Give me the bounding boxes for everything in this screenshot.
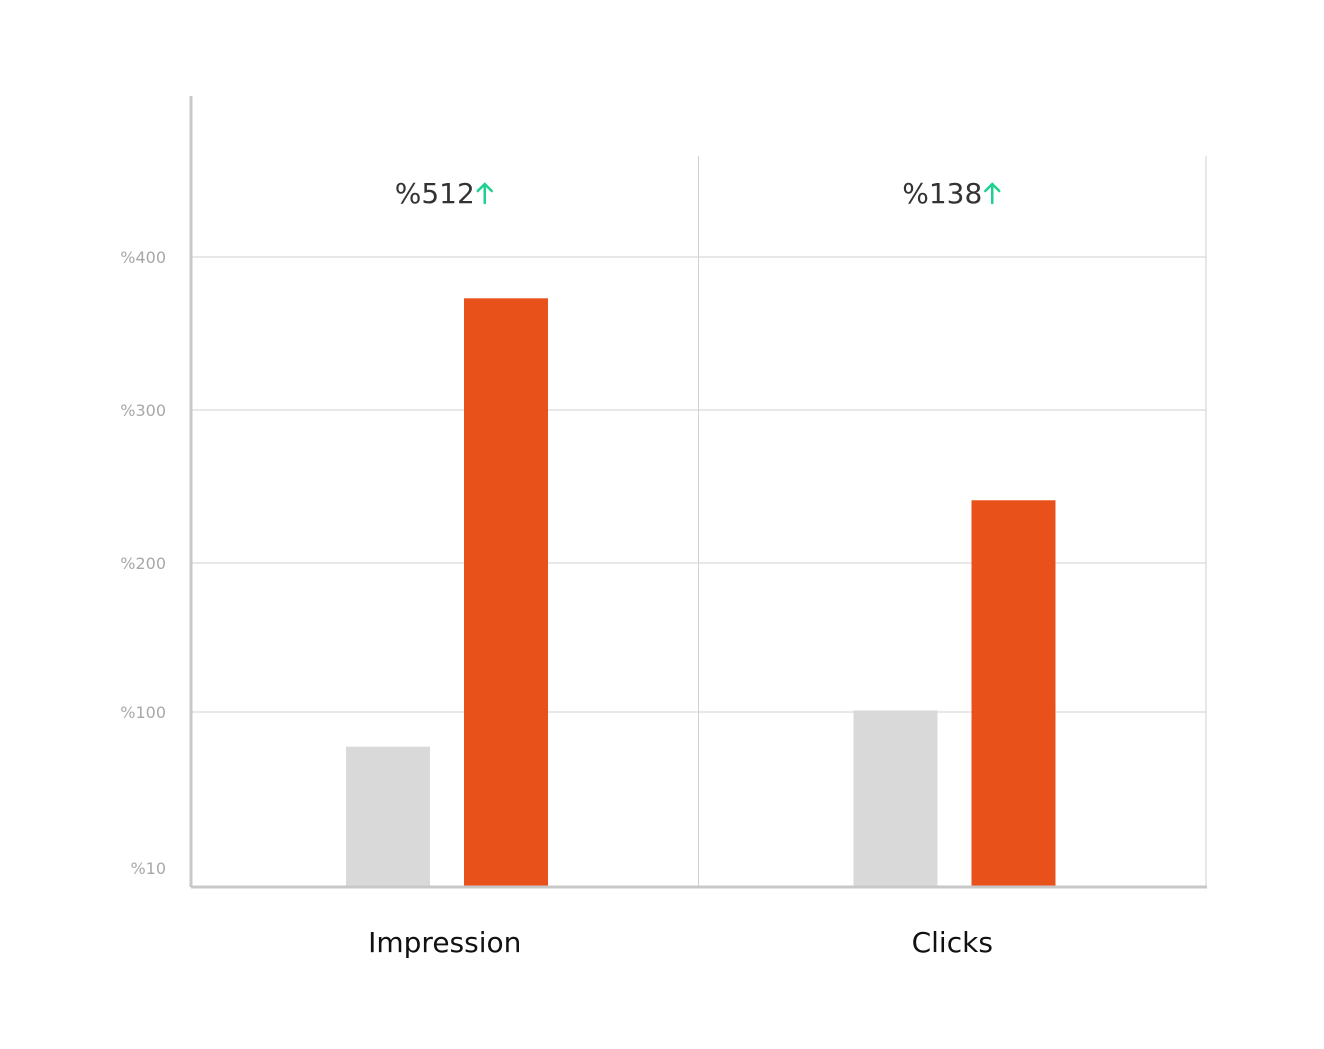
x-category-label: Impression: [368, 926, 521, 959]
y-tick-label: %100: [120, 703, 166, 722]
y-tick-label: %10: [130, 859, 166, 878]
bar-impression-2: [464, 298, 548, 886]
bar-clicks-2: [971, 500, 1056, 886]
y-tick-label: %200: [120, 554, 166, 573]
bar-clicks-1: [853, 710, 938, 886]
arrow-up-icon: [984, 182, 1001, 205]
change-label: %138: [902, 177, 982, 210]
x-category-label: Clicks: [912, 926, 993, 959]
bar-impression-1: [346, 746, 430, 886]
change-label: %512: [395, 177, 475, 210]
arrow-up-icon: [476, 182, 493, 205]
y-tick-label: %300: [120, 401, 166, 420]
y-tick-label: %400: [120, 248, 166, 267]
